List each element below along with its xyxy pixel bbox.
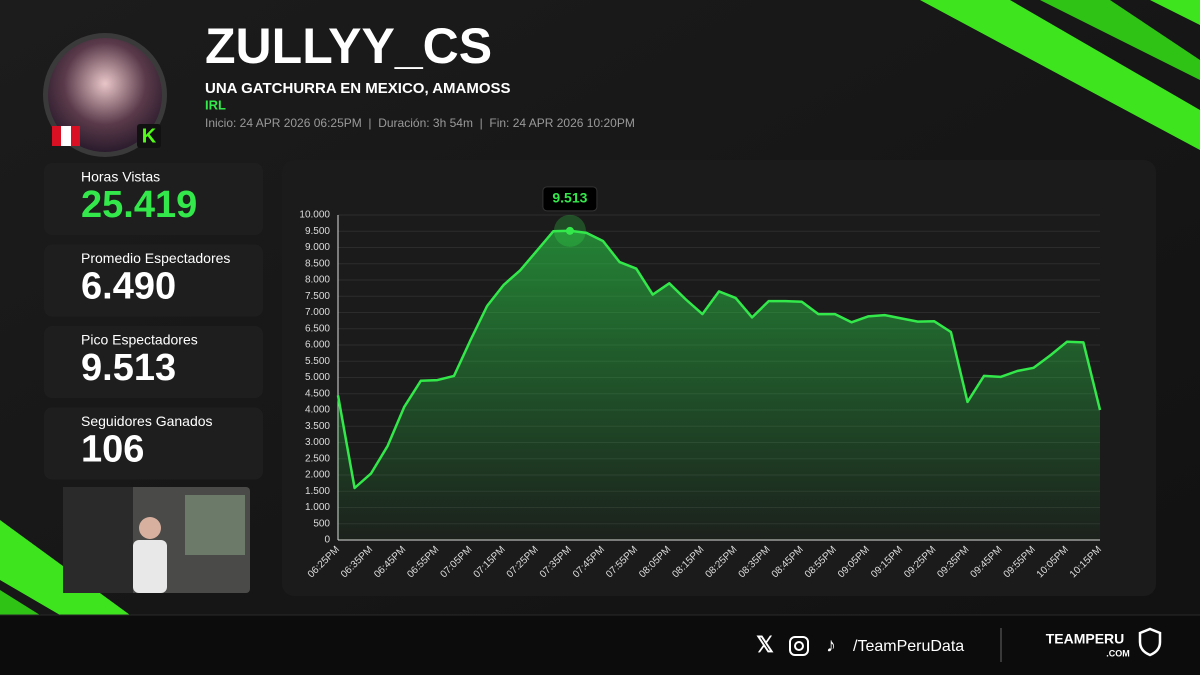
brand: TEAMPERU (1046, 631, 1125, 647)
stat-label: Promedio Espectadores (81, 250, 230, 266)
stat-label: Horas Vistas (81, 169, 160, 185)
stat-card (44, 326, 263, 398)
x-icon[interactable]: 𝕏 (756, 632, 774, 657)
thumbnail (63, 487, 250, 593)
y-tick-label: 1.000 (305, 502, 330, 513)
stat-value: 9.513 (81, 347, 176, 389)
footer (0, 615, 1200, 675)
tooltip-box (542, 186, 598, 212)
stat-value: 25.419 (81, 184, 197, 226)
y-tick-label: 6.000 (305, 340, 330, 351)
y-tick-label: 10.000 (299, 210, 330, 221)
stat-label: Seguidores Ganados (81, 413, 213, 429)
stat-card (44, 244, 263, 317)
y-tick-label: 0 (324, 535, 330, 546)
y-tick-label: 4.000 (305, 405, 330, 416)
y-tick-label: 7.500 (305, 291, 330, 302)
instagram-icon[interactable] (789, 636, 809, 656)
stat-value: 106 (81, 429, 144, 471)
category: IRL (205, 97, 226, 112)
brand-logo (1138, 627, 1162, 657)
stat-value: 6.490 (81, 266, 176, 308)
y-tick-label: 8.000 (305, 275, 330, 286)
subtitle: UNA GATCHURRA EN MEXICO, AMAMOSS (205, 80, 511, 97)
area (338, 230, 1100, 541)
title: ZULLYY_CS (205, 18, 492, 74)
tiktok-icon[interactable]: ♪ (826, 634, 836, 656)
y-tick-label: 2.000 (305, 470, 330, 481)
svg-text:K: K (142, 125, 157, 147)
data-label: 9.513 (552, 190, 587, 206)
y-tick-label: 9.000 (305, 242, 330, 253)
stat-card (44, 407, 263, 480)
y-tick-label: 500 (313, 518, 330, 529)
peak-point (565, 226, 574, 235)
y-tick-label: 6.500 (305, 323, 330, 334)
y-tick-label: 9.500 (305, 226, 330, 237)
stat-label: Pico Espectadores (81, 332, 198, 348)
y-tick-label: 1.500 (305, 486, 330, 497)
stat-card (44, 163, 263, 235)
avatar (48, 38, 162, 152)
y-tick-label: 7.000 (305, 307, 330, 318)
y-tick-label: 4.500 (305, 388, 330, 399)
y-tick-label: 3.000 (305, 437, 330, 448)
y-tick-label: 5.000 (305, 372, 330, 383)
y-tick-label: 5.500 (305, 356, 330, 367)
y-tick-label: 2.500 (305, 453, 330, 464)
y-tick-label: 8.500 (305, 258, 330, 269)
footer-handle[interactable]: /TeamPeruData (853, 638, 964, 655)
kick-icon: K (137, 124, 161, 148)
flag-icon (52, 126, 80, 146)
line (336, 229, 1102, 490)
brand-sub: .COM (1106, 648, 1130, 658)
y-tick-label: 3.500 (305, 421, 330, 432)
stream-info: Inicio: 24 APR 2026 06:25PM | Duración: … (205, 116, 635, 130)
